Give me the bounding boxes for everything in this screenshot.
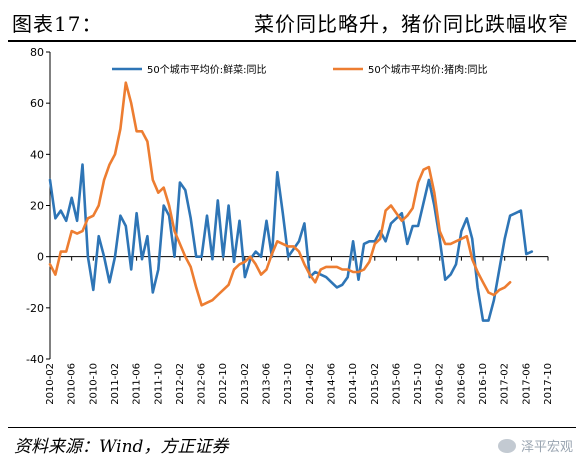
y-tick-label: 0 — [37, 251, 44, 264]
figure-header: 图表17： 菜价同比略升，猪价同比跌幅收窄 — [0, 0, 583, 40]
chart-axes: -40 -20 0 20 40 60 80 2010-02 2010-06 2010-10 2011… — [26, 46, 554, 405]
x-tick-label: 2012-10 — [218, 363, 229, 405]
series-line-pork — [48, 81, 512, 307]
legend-label: 50个城市平均价:鲜菜:同比 — [147, 63, 266, 76]
x-tick-label: 2013-02 — [240, 363, 251, 405]
bottom-rule — [8, 427, 576, 428]
x-tick-label: 2017-06 — [521, 363, 532, 405]
x-tick-label: 2010-10 — [88, 363, 99, 405]
x-tick-label: 2014-10 — [348, 363, 359, 405]
x-tick-label: 2012-02 — [175, 363, 186, 405]
chart-title: 菜价同比略升，猪价同比跌幅收窄 — [254, 12, 569, 36]
watermark-text: 泽平宏观 — [520, 440, 573, 455]
x-tick-label: 2017-10 — [543, 363, 554, 405]
figure-label: 图表17： — [12, 12, 103, 36]
x-tick-label: 2016-06 — [456, 363, 467, 405]
x-tick-label: 2017-02 — [500, 363, 511, 405]
top-rule — [8, 40, 576, 42]
x-tick-label: 2015-10 — [413, 363, 424, 405]
series-line-vegetables — [48, 163, 534, 322]
x-tick-label: 2010-02 — [45, 363, 56, 405]
y-tick-label: -20 — [26, 302, 44, 315]
watermark: 泽平宏观 — [497, 436, 573, 455]
y-tick-label: 60 — [30, 97, 44, 110]
series-layer — [48, 81, 534, 322]
x-tick-label: 2013-06 — [262, 363, 273, 405]
y-tick-label: 80 — [30, 46, 44, 59]
x-tick-label: 2015-02 — [370, 363, 381, 405]
chart-legend: 50个城市平均价:鲜菜:同比 50个城市平均价:猪肉:同比 — [112, 63, 487, 76]
y-tick-label: 20 — [30, 200, 44, 213]
line-chart: -40 -20 0 20 40 60 80 2010-02 2010-06 2010-10 2011… — [26, 46, 554, 405]
x-tick-label: 2014-06 — [326, 363, 337, 405]
x-tick-label: 2013-10 — [283, 363, 294, 405]
x-tick-label: 2016-02 — [435, 363, 446, 405]
y-tick-label: 40 — [30, 148, 44, 161]
wechat-icon — [497, 439, 516, 453]
legend-label: 50个城市平均价:猪肉:同比 — [368, 63, 487, 76]
x-tick-label: 2011-06 — [132, 363, 143, 405]
x-tick-label: 2016-10 — [478, 363, 489, 405]
y-tick-label: -40 — [26, 353, 44, 366]
x-tick-label: 2010-06 — [67, 363, 78, 405]
x-tick-label: 2011-02 — [110, 363, 121, 405]
source-note: 资料来源：Wind，方正证券 — [14, 437, 229, 457]
x-tick-label: 2015-06 — [391, 363, 402, 405]
x-tick-label: 2011-10 — [153, 363, 164, 405]
x-tick-label: 2012-06 — [197, 363, 208, 405]
x-tick-label: 2014-02 — [305, 363, 316, 405]
